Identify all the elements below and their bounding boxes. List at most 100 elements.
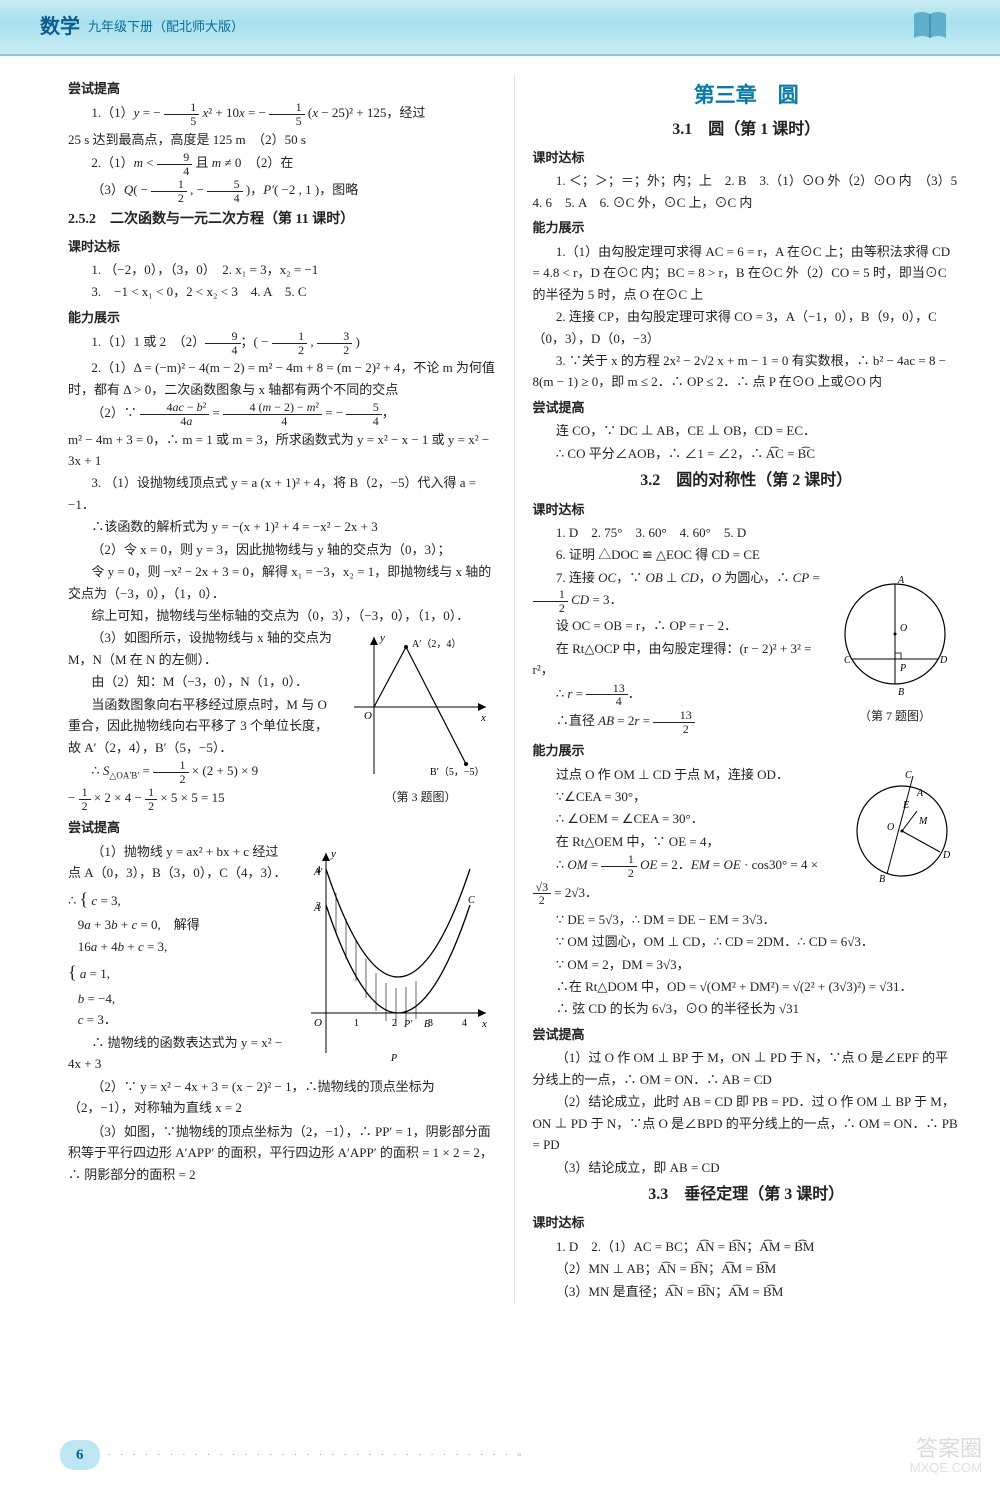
text: （2）结论成立，此时 AB = CD 即 PB = PD．过 O 作 OM ⊥ …	[533, 1091, 961, 1155]
page-dots: · · · · · · · · · · · · · · · · · · · · …	[108, 1446, 525, 1464]
watermark-sub: MXQE.COM	[910, 1461, 982, 1475]
text: 3. （1）设抛物线顶点式 y = a (x + 1)² + 4，将 B（2，−…	[68, 472, 496, 515]
lesson-31-title: 3.1 圆（第 1 课时）	[533, 117, 961, 143]
kts-heading-3: 课时达标	[533, 1212, 961, 1233]
text: （2）∵ 4ac − b²4a = 4 (m − 2) − m²4 = − 54…	[68, 401, 496, 427]
svg-text:O: O	[364, 710, 372, 722]
svg-text:P: P	[390, 1053, 397, 1063]
text: 6. 证明 △DOC ≌ △EOC 得 CD = CE	[533, 544, 961, 565]
fig7-caption: （第 7 题图）	[830, 707, 960, 727]
chapter-title: 第三章 圆	[533, 78, 961, 113]
text: （3）Q( − 12 , − 54 )，P′( −2 , 1 )，图略	[68, 178, 496, 204]
svg-text:A: A	[916, 788, 924, 799]
text: （2）令 x = 0，则 y = 3，因此抛物线与 y 轴的交点为（0，3）；	[68, 539, 496, 560]
left-column: 尝试提高 1.（1）y = − 15 x² + 10x = − 15 (x − …	[68, 74, 496, 1303]
svg-text:A: A	[897, 575, 905, 586]
svg-text:B: B	[898, 687, 904, 698]
nlzs-heading: 能力展示	[68, 307, 496, 328]
svg-text:P′: P′	[403, 1019, 413, 1030]
kts-heading-2: 课时达标	[533, 499, 961, 520]
text: （2）∵ y = x² − 4x + 3 = (x − 2)² − 1，∴抛物线…	[68, 1076, 496, 1119]
text: ∵ OM 过圆心，OM ⊥ CD，∴ CD = 2DM．∴ CD = 6√3．	[533, 931, 961, 952]
figure-circle-2: C A E O M D B	[845, 766, 960, 892]
text: 1. D 2.（1）AC = BC；A͡N = B͡N；A͡M = B͡M	[533, 1236, 961, 1257]
fig3-label-b: B′（5，−5）	[430, 766, 485, 778]
text: 1.（1）y = − 15 x² + 10x = − 15 (x − 25)² …	[68, 101, 496, 127]
text: m² − 4m + 3 = 0，∴ m = 1 或 m = 3，所求函数式为 y…	[68, 429, 496, 472]
figure-7: A B C D O P （第 7 题图）	[830, 569, 960, 727]
text: （3）结论成立，即 AB = CD	[533, 1157, 961, 1178]
svg-text:C: C	[468, 895, 475, 906]
svg-text:O: O	[887, 822, 894, 833]
text: ∵ DE = 5√3，∴ DM = DE − EM = 3√3．	[533, 909, 961, 930]
svg-text:M: M	[918, 816, 928, 827]
right-column: 第三章 圆 3.1 圆（第 1 课时） 课时达标 1. ＜；＞；＝；外；内；上 …	[533, 74, 961, 1303]
try-heading: 尝试提高	[533, 397, 961, 418]
page-number-value: 6	[60, 1440, 100, 1471]
try-heading-2: 尝试提高	[533, 1024, 961, 1045]
try-heading-2: 尝试提高	[68, 817, 496, 838]
figure-3: O x y A′（2，4） B′（5，−5） （第 3 题图）	[346, 629, 496, 807]
svg-text:P: P	[899, 663, 906, 674]
svg-text:O: O	[314, 1017, 322, 1029]
svg-text:B: B	[879, 874, 885, 885]
svg-text:O: O	[900, 623, 907, 634]
text: 综上可知，抛物线与坐标轴的交点为（0，3），（−3，0），（1，0）．	[68, 605, 496, 626]
text: （3）如图，∵抛物线的顶点坐标为（2，−1），∴ PP′ = 1，阴影部分面积等…	[68, 1121, 496, 1185]
svg-text:3: 3	[428, 1018, 433, 1029]
fig3-caption: （第 3 题图）	[346, 788, 496, 808]
text: 3. −1 < x₁ < 0，2 < x₂ < 3 4. A 5. C	[68, 281, 496, 302]
svg-text:2: 2	[392, 1018, 397, 1029]
text: 2. 连接 CP，由勾股定理可求得 CO = 3，A（−1，0），B（9，0），…	[533, 306, 961, 349]
svg-text:4: 4	[462, 1018, 467, 1029]
svg-text:x: x	[480, 712, 486, 724]
figure-parabola: O x y A A′	[296, 843, 496, 1069]
text: ∴ 弦 CD 的长为 6√3，⊙O 的半径长为 √31	[533, 998, 961, 1019]
column-divider	[514, 74, 515, 1303]
svg-text:D: D	[942, 850, 951, 861]
section-252-title: 2.5.2 二次函数与一元二次方程（第 11 课时）	[68, 208, 496, 231]
svg-text:E: E	[902, 800, 909, 811]
text: 1. D 2. 75° 3. 60° 4. 60° 5. D	[533, 522, 961, 543]
text: 令 y = 0，则 −x² − 2x + 3 = 0，解得 x₁ = −3，x₂…	[68, 561, 496, 604]
grade-label: 九年级下册（配北师大版）	[88, 16, 244, 37]
text: 25 s 达到最高点，高度是 125 m （2）50 s	[68, 129, 496, 150]
page-header: 数学 九年级下册（配北师大版）	[0, 0, 1000, 56]
text: 2.（1）m < 94 且 m ≠ 0 （2）在	[68, 151, 496, 177]
svg-text:3: 3	[316, 901, 321, 912]
nlzs-heading-2: 能力展示	[533, 740, 961, 761]
text: （1）过 O 作 OM ⊥ BP 于 M，ON ⊥ PD 于 N，∵点 O 是∠…	[533, 1047, 961, 1090]
svg-text:x: x	[481, 1018, 487, 1030]
text: ∵ OM = 2，DM = 3√3，	[533, 954, 961, 975]
kts-heading: 课时达标	[533, 147, 961, 168]
svg-text:C: C	[905, 770, 912, 781]
text: ∴在 Rt△DOM 中，OD = √(OM² + DM²) = √(2² + (…	[533, 976, 961, 997]
svg-text:4: 4	[316, 865, 321, 876]
text: 1.（1）由勾股定理可求得 AC = 6 = r，A 在⊙C 上；由等积法求得 …	[533, 241, 961, 305]
text: 1. ＜；＞；＝；外；内；上 2. B 3.（1）⊙O 外（2）⊙O 内 （3）…	[533, 170, 961, 213]
fig3-label-a: A′（2，4）	[412, 638, 461, 650]
svg-text:y: y	[330, 848, 336, 860]
lesson-33-title: 3.3 垂径定理（第 3 课时）	[533, 1182, 961, 1208]
kts-heading: 课时达标	[68, 236, 496, 257]
watermark: 答案圈 MXQE.COM	[910, 1437, 982, 1475]
text: 2.（1）Δ = (−m)² − 4(m − 2) = m² − 4m + 8 …	[68, 357, 496, 400]
book-icon	[910, 8, 950, 44]
text: ∴ CO 平分∠AOB，∴ ∠1 = ∠2，∴ A͡C = B͡C	[533, 443, 961, 464]
text: ∴该函数的解析式为 y = −(x + 1)² + 4 = −x² − 2x +…	[68, 516, 496, 537]
subject-label: 数学	[40, 11, 80, 44]
text: 1.（1）1 或 2 （2）94；( − 12 , 32 )	[68, 330, 496, 356]
text: 连 CO，∵ DC ⊥ AB，CE ⊥ OB，CD = EC．	[533, 420, 961, 441]
svg-text:1: 1	[354, 1018, 359, 1029]
try-heading: 尝试提高	[68, 78, 496, 99]
svg-text:y: y	[379, 632, 385, 644]
lesson-32-title: 3.2 圆的对称性（第 2 课时）	[533, 468, 961, 494]
nlzs-heading: 能力展示	[533, 217, 961, 238]
svg-text:D: D	[939, 655, 948, 666]
content-area: 尝试提高 1.（1）y = − 15 x² + 10x = − 15 (x − …	[0, 56, 1000, 1363]
svg-text:C: C	[844, 655, 851, 666]
page-number: 6 · · · · · · · · · · · · · · · · · · · …	[60, 1441, 524, 1469]
text: （3）MN 是直径；A͡N = B͡N；A͡M = B͡M	[533, 1281, 961, 1302]
text: （2）MN ⊥ AB；A͡N = B͡N；A͡M = B͡M	[533, 1258, 961, 1279]
text: 3. ∵关于 x 的方程 2x² − 2√2 x + m − 1 = 0 有实数…	[533, 350, 961, 393]
